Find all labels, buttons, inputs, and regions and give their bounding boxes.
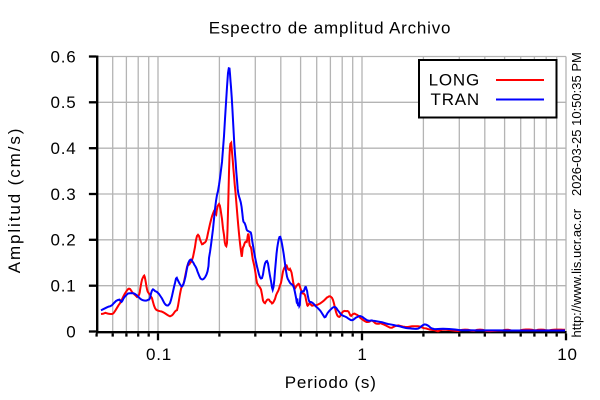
svg-text:LONG: LONG [429, 71, 480, 90]
svg-text:1: 1 [357, 345, 367, 364]
svg-text:0.1: 0.1 [146, 345, 172, 364]
svg-text:0: 0 [66, 322, 76, 341]
svg-text:Periodo (s): Periodo (s) [285, 373, 377, 392]
svg-text:10: 10 [557, 345, 578, 364]
svg-text:0.1: 0.1 [50, 277, 76, 296]
svg-text:Amplitud (cm/s): Amplitud (cm/s) [5, 127, 24, 274]
svg-text:TRAN: TRAN [431, 90, 480, 109]
svg-text:http://www.lis.ucr.ac.cr: http://www.lis.ucr.ac.cr [569, 208, 584, 337]
svg-text:0.3: 0.3 [50, 185, 76, 204]
svg-text:Espectro de amplitud Archivo: Espectro de amplitud Archivo [209, 19, 452, 38]
svg-text:0.5: 0.5 [50, 93, 76, 112]
svg-text:2026-03-25 10:50:35 PM: 2026-03-25 10:50:35 PM [569, 52, 584, 196]
svg-text:0.6: 0.6 [50, 47, 76, 66]
svg-text:0.2: 0.2 [50, 231, 76, 250]
svg-text:0.4: 0.4 [50, 139, 76, 158]
